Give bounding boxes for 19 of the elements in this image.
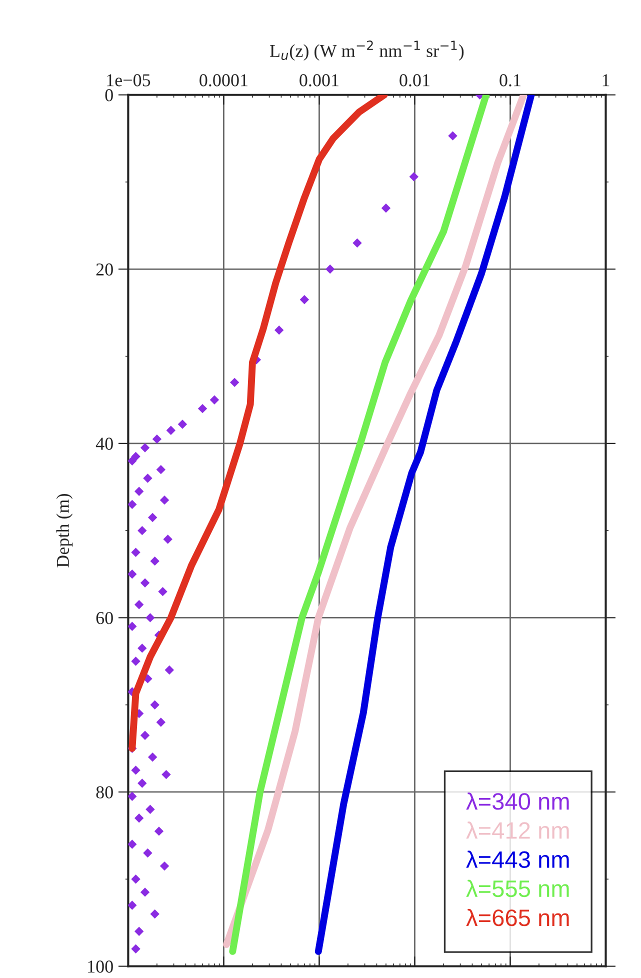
text: λ=443 nm (466, 850, 569, 868)
y-tick-label: 20 (96, 263, 113, 276)
x-tick-label: 1 (602, 74, 610, 86)
text: λ=340 nm (466, 792, 569, 810)
y-tick-label: 80 (96, 786, 113, 798)
text: λ=555 nm (466, 880, 569, 898)
y-tick-label: 100 (88, 960, 113, 973)
text: λ=665 nm (466, 908, 569, 926)
text: λ=412 nm (466, 822, 569, 839)
x-tick-label: 0.0001 (200, 74, 248, 86)
y-tick-label: 40 (96, 438, 113, 450)
x-tick-label: 1e−05 (107, 74, 150, 86)
x-tick-label: 0.1 (500, 74, 520, 86)
y-axis-title: Depth (m) (56, 494, 73, 568)
x-tick-label: 0.001 (300, 74, 338, 86)
y-tick-label: 60 (96, 612, 113, 624)
text: L$_{u}$(z) (W m$^{−2}$ nm$^{−1}$ sr$^{−1}$) (270, 40, 464, 61)
y-tick-label: 0 (105, 89, 113, 102)
x-tick-label: 0.01 (400, 74, 430, 86)
